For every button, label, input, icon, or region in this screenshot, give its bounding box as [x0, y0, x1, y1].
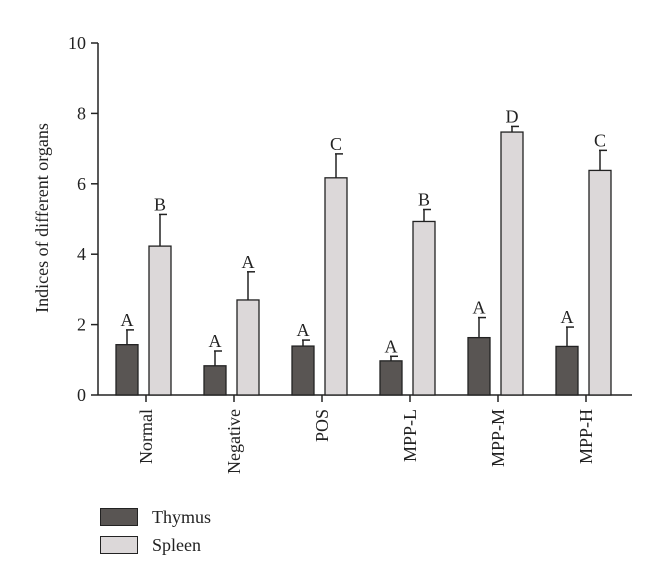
y-axis-label: Indices of different organs [32, 123, 52, 313]
y-tick-label: 6 [77, 174, 86, 194]
significance-letter: A [242, 252, 255, 272]
bar-spleen [588, 169, 612, 396]
significance-letter: C [330, 134, 342, 154]
significance-letter: A [473, 298, 486, 318]
y-tick-label: 8 [77, 103, 86, 123]
y-tick-label: 4 [77, 244, 86, 264]
significance-letter: A [561, 307, 574, 327]
significance-letter: C [594, 130, 606, 150]
bar-spleen [324, 177, 348, 396]
bar-thymus [555, 345, 579, 396]
bar-thymus [115, 344, 139, 396]
legend-item-thymus: Thymus [100, 505, 211, 529]
significance-letter: D [506, 106, 519, 126]
y-tick-label: 2 [77, 315, 86, 335]
significance-letter: A [385, 336, 398, 356]
significance-letter: A [209, 331, 222, 351]
bar-thymus [467, 336, 491, 396]
bar-thymus [291, 345, 315, 396]
bar-spleen [500, 131, 524, 396]
x-tick-label: MPP-M [488, 409, 508, 467]
bar-spleen [236, 299, 260, 396]
significance-letter: A [297, 320, 310, 340]
legend-swatch-spleen [100, 536, 138, 554]
bar-spleen [148, 245, 172, 396]
legend: Thymus Spleen [100, 505, 211, 561]
x-tick-label: POS [312, 409, 332, 442]
plot-area: 0 2 4 6 8 10 A B Normal A A Negative A C POS A B MPP-L A D M… [68, 33, 632, 474]
y-tick-label: 0 [77, 385, 86, 405]
legend-swatch-thymus [100, 508, 138, 526]
x-tick-label: MPP-L [400, 409, 420, 462]
legend-label-thymus: Thymus [152, 506, 212, 527]
legend-label-spleen: Spleen [152, 534, 201, 555]
significance-letter: A [121, 310, 134, 330]
bar-thymus [203, 365, 227, 396]
legend-item-spleen: Spleen [100, 533, 211, 557]
x-tick-label: Normal [136, 409, 156, 464]
significance-letter: B [154, 194, 166, 214]
x-tick-label: Negative [224, 409, 244, 474]
y-tick-label: 10 [68, 33, 86, 53]
bar-thymus [379, 360, 403, 396]
significance-letter: B [418, 189, 430, 209]
x-tick-label: MPP-H [576, 409, 596, 464]
bar-spleen [412, 220, 436, 396]
